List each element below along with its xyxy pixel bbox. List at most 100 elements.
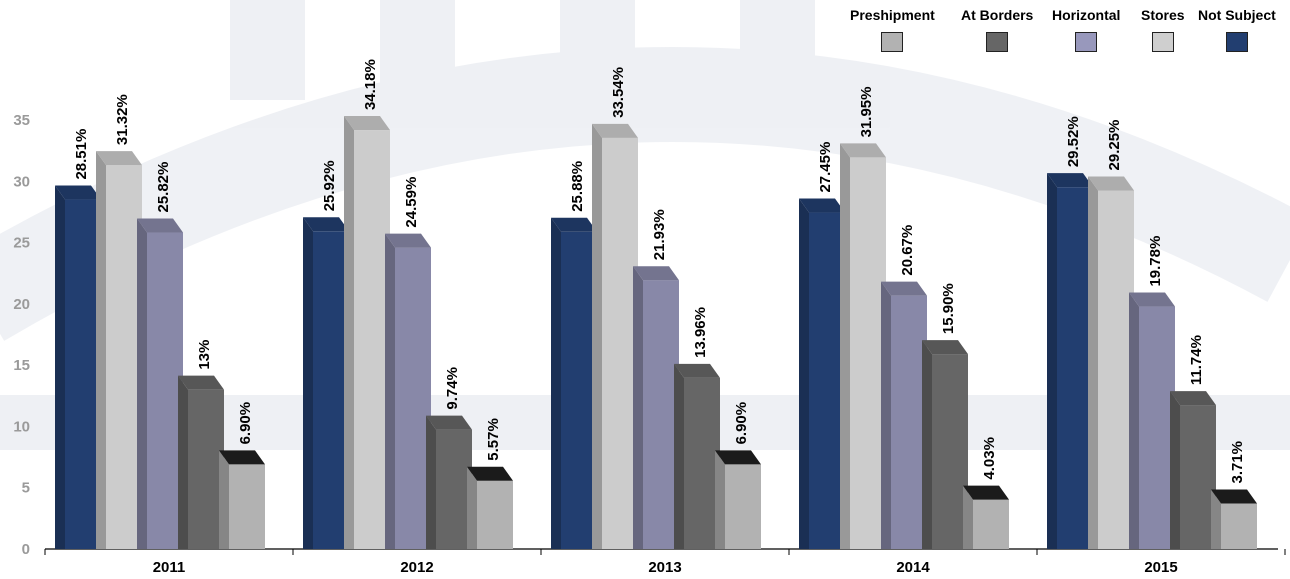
x-tick-label: 2015 — [1144, 559, 1177, 576]
bar-front — [229, 464, 265, 549]
data-label: 9.74% — [444, 367, 461, 410]
bar — [1211, 489, 1257, 549]
data-label: 21.93% — [651, 209, 668, 260]
x-tick-label: 2012 — [400, 559, 433, 576]
bar-top — [467, 466, 513, 481]
bar-front — [147, 232, 183, 549]
bar-front — [477, 480, 513, 549]
bar-front — [65, 199, 101, 549]
legend-swatch — [1151, 32, 1174, 52]
data-label: 27.45% — [817, 142, 834, 193]
bar-front — [1180, 405, 1216, 549]
x-tick-label: 2014 — [896, 559, 930, 576]
bar-side — [551, 217, 561, 549]
bar-top — [1088, 176, 1134, 191]
y-tick-label: 15 — [13, 357, 30, 374]
bar — [219, 450, 265, 549]
data-label: 28.51% — [73, 129, 90, 180]
bar-side — [96, 151, 106, 549]
bar — [551, 217, 597, 549]
bar — [881, 281, 927, 549]
bar-side — [344, 116, 354, 550]
bars-layer: 28.51% 31.32% 25.82% 13% 6.90% 25.92% 34.18% 24… — [55, 59, 1257, 550]
bar-side — [467, 466, 477, 549]
bar — [963, 485, 1009, 549]
legend-label: Stores — [1141, 7, 1185, 23]
y-tick-label: 35 — [13, 112, 30, 129]
bar-top — [674, 363, 720, 378]
data-label: 24.59% — [403, 177, 420, 228]
bar-top — [137, 218, 183, 233]
bar-side — [633, 266, 643, 549]
bar-side — [963, 485, 973, 549]
bar-top — [1047, 173, 1093, 188]
legend-swatch — [1225, 32, 1248, 52]
data-label: 34.18% — [362, 59, 379, 110]
data-label: 25.82% — [155, 162, 172, 213]
bar-front — [809, 212, 845, 549]
bar-top — [426, 415, 472, 430]
bar — [1170, 391, 1216, 549]
bar-top — [96, 151, 142, 166]
bar — [96, 151, 142, 549]
legend-item-stores: Stores — [1141, 6, 1185, 52]
bar-front — [313, 231, 349, 549]
bar-top — [881, 281, 927, 296]
bar-side — [385, 233, 395, 549]
bar-front — [932, 354, 968, 549]
bar-front — [354, 130, 390, 550]
bar — [1047, 173, 1093, 550]
data-label: 33.54% — [610, 67, 627, 118]
data-label: 6.90% — [237, 402, 254, 445]
bar — [799, 198, 845, 549]
bar-front — [188, 389, 224, 549]
bar-top — [551, 217, 597, 232]
bar-side — [1170, 391, 1180, 549]
data-label: 15.90% — [940, 283, 957, 334]
bar-top — [715, 450, 761, 465]
bar — [633, 266, 679, 549]
bar-top — [963, 485, 1009, 500]
bar — [344, 116, 390, 550]
data-label: 25.92% — [321, 160, 338, 211]
legend: Preshipment At Borders Horizontal Stores… — [842, 6, 1290, 66]
y-axis: 0 5 10 15 20 25 30 35 — [13, 112, 30, 558]
legend-label: Not Subject — [1198, 7, 1276, 23]
bar-side — [1129, 292, 1139, 549]
x-axis: 2011 2012 2013 2014 2015 — [44, 548, 1286, 576]
bar-front — [1221, 503, 1257, 549]
bar — [592, 123, 638, 549]
bar — [674, 363, 720, 549]
bar — [922, 340, 968, 549]
data-label: 13% — [196, 340, 213, 370]
y-tick-label: 0 — [22, 541, 30, 558]
legend-swatch — [1075, 32, 1098, 52]
bar — [137, 218, 183, 549]
y-tick-label: 30 — [13, 173, 30, 190]
bar-front — [436, 429, 472, 549]
bar-side — [922, 340, 932, 549]
bar-front — [973, 499, 1009, 549]
bar-front — [561, 231, 597, 549]
y-tick-label: 10 — [13, 418, 30, 435]
data-label: 6.90% — [733, 402, 750, 445]
data-label: 31.95% — [858, 87, 875, 138]
bar — [55, 185, 101, 549]
legend-item-not-subject: Not Subject — [1198, 6, 1276, 52]
data-label: 31.32% — [114, 94, 131, 145]
bar — [1129, 292, 1175, 549]
bar-top — [799, 198, 845, 213]
bar-side — [840, 143, 850, 550]
data-label: 29.52% — [1065, 116, 1082, 167]
bar-side — [592, 123, 602, 549]
bar-side — [674, 363, 684, 549]
bar-top — [633, 266, 679, 281]
bar — [178, 375, 224, 549]
x-tick-label: 2013 — [648, 559, 681, 576]
bar-side — [799, 198, 809, 549]
bar-top — [55, 185, 101, 200]
data-label: 11.74% — [1188, 335, 1205, 385]
bar-front — [1098, 190, 1134, 549]
bar-side — [715, 450, 725, 549]
